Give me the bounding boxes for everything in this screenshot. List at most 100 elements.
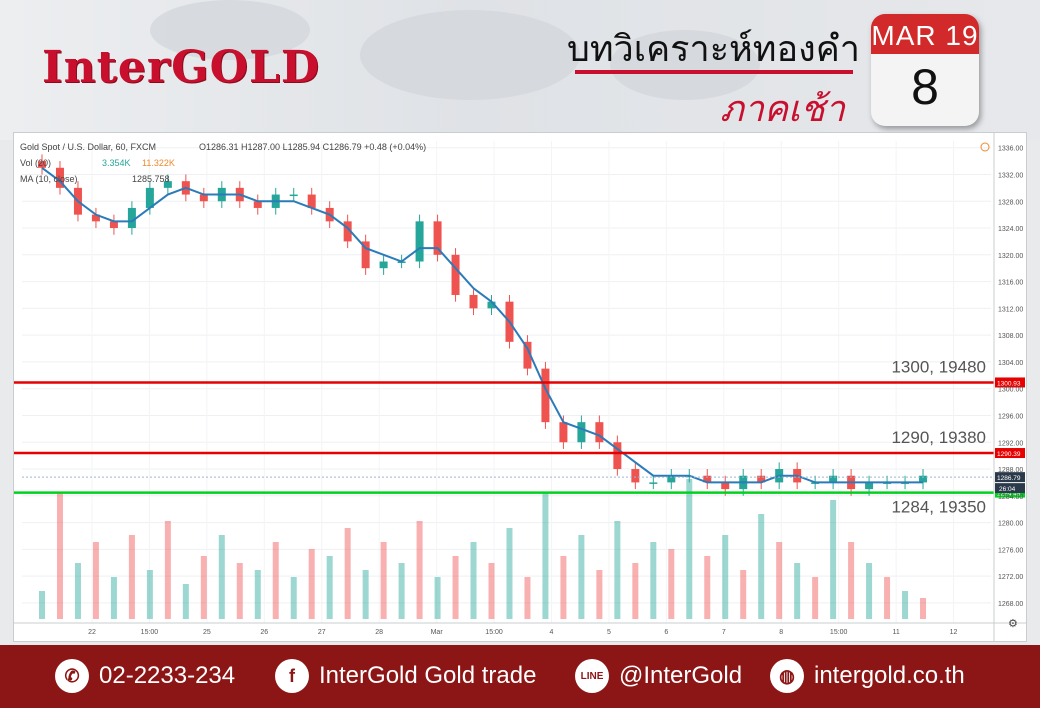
x-tick-label: 12 xyxy=(950,629,958,636)
volume-bar xyxy=(488,563,495,619)
volume-bar xyxy=(470,542,477,619)
x-tick-label: Mar xyxy=(431,629,444,636)
y-tick-label: 1328.00 xyxy=(998,199,1023,206)
volume-bar xyxy=(236,563,243,619)
candle-body xyxy=(379,261,388,269)
volume-bar xyxy=(776,542,783,619)
y-tick-label: 1316.00 xyxy=(998,280,1023,287)
volume-bar xyxy=(182,584,189,619)
candle-body xyxy=(523,341,532,369)
candle-body xyxy=(721,482,730,490)
volume-bar xyxy=(398,563,405,619)
x-tick-label: 6 xyxy=(664,629,668,636)
volume-bar xyxy=(380,542,387,619)
volume-bar xyxy=(722,535,729,619)
volume-bar xyxy=(434,577,441,619)
y-axis: 1336.00 1332.00 1328.00 1324.00 1320.00 1316.… xyxy=(993,133,1023,641)
candle-body xyxy=(613,442,622,470)
y-tick-label: 1296.00 xyxy=(998,413,1023,420)
candle-body xyxy=(757,475,766,483)
candle-body xyxy=(145,187,154,208)
legend-ma: MA (10, close) xyxy=(20,174,78,184)
volume-bar xyxy=(344,528,351,619)
title-underline xyxy=(575,70,853,74)
candle-body xyxy=(595,422,604,443)
y-tick-label: 1324.00 xyxy=(998,226,1023,233)
countdown-tag xyxy=(995,483,1025,494)
x-tick-label: 28 xyxy=(375,629,383,636)
calendar-month: MAR 19 xyxy=(871,14,979,54)
candle-body xyxy=(163,181,172,188)
candle-body xyxy=(361,241,370,269)
volume-bar xyxy=(200,556,207,619)
y-tick-label: 1284.00 xyxy=(998,494,1023,501)
legend-vol-value1: 3.354K xyxy=(102,158,131,168)
candle-body xyxy=(919,475,928,483)
x-tick-label: 4 xyxy=(550,629,554,636)
candle-body xyxy=(38,161,46,168)
candle-body xyxy=(559,422,568,443)
volume-bar xyxy=(56,493,63,619)
volume-bar xyxy=(164,521,171,619)
y-tick-label: 1276.00 xyxy=(998,547,1023,554)
legend-vol-value2: 11.322K xyxy=(142,158,175,168)
footer-phone[interactable]: ✆ 02-2233-234 xyxy=(55,659,235,693)
x-axis: 22 15:00 25 26 27 28 Mar 15:00 4 5 6 7 8 15:00 11 12 xyxy=(14,622,1026,636)
footer-web[interactable]: ◍ intergold.co.th xyxy=(770,659,965,693)
y-tick-label: 1336.00 xyxy=(998,146,1023,153)
level-price-tag-text: 1300.93 xyxy=(997,380,1021,387)
alert-clock-icon[interactable] xyxy=(980,142,990,152)
volume-bar xyxy=(686,479,693,619)
level-price-tag xyxy=(995,377,1025,388)
candle-body xyxy=(127,207,136,229)
volume-bar xyxy=(39,591,45,619)
ma-line xyxy=(41,166,924,484)
volume-bar xyxy=(920,598,927,619)
volume-bar xyxy=(128,535,135,619)
candle-body xyxy=(343,221,352,242)
volume-bar xyxy=(110,577,117,619)
candle-body xyxy=(703,475,712,483)
volume-bar xyxy=(650,542,657,619)
x-tick-label: 11 xyxy=(892,629,899,636)
level-label: 1290, 19380 xyxy=(891,428,986,447)
candle-body xyxy=(829,475,838,483)
x-tick-label: 25 xyxy=(203,629,211,636)
footer-line[interactable]: LINE @InterGold xyxy=(575,659,742,693)
y-tick-label: 1292.00 xyxy=(998,440,1023,447)
footer-facebook-text: InterGold Gold trade xyxy=(319,662,537,689)
candle-body xyxy=(487,301,496,309)
page-title: บทวิเคราะห์ทองคำ xyxy=(566,29,860,70)
volume-bar xyxy=(506,528,513,619)
x-tick-label: 15:00 xyxy=(485,629,503,636)
x-tick-label: 15:00 xyxy=(141,629,159,636)
footer-bar: ✆ 02-2233-234 f InterGold Gold trade LIN… xyxy=(0,645,1040,708)
brand-logo: InterGOLD xyxy=(42,42,321,93)
x-tick-label: 7 xyxy=(722,629,726,636)
y-tick-label: 1288.00 xyxy=(998,467,1023,474)
candle-body xyxy=(433,221,442,255)
calendar-badge: MAR 19 8 xyxy=(871,14,979,126)
page-subtitle: ภาคเช้า xyxy=(720,89,845,130)
candle-body xyxy=(289,194,298,197)
settings-gear-icon[interactable]: ⚙ xyxy=(1008,618,1018,630)
volume-bar xyxy=(362,570,369,619)
y-tick-label: 1304.00 xyxy=(998,360,1023,367)
footer-line-text: @InterGold xyxy=(619,662,743,689)
y-tick-label: 1300.00 xyxy=(998,387,1023,394)
y-tick-label: 1320.00 xyxy=(998,253,1023,260)
candle-body xyxy=(451,254,460,295)
candle-body xyxy=(199,194,208,202)
level-price-tag-text: 1290.39 xyxy=(997,451,1021,458)
x-tick-label: 8 xyxy=(779,629,783,636)
calendar-day: 8 xyxy=(911,59,939,115)
volume-bar xyxy=(272,542,279,619)
footer-facebook[interactable]: f InterGold Gold trade xyxy=(275,659,536,693)
volume-bar xyxy=(848,542,855,619)
level-price-tag xyxy=(995,448,1025,459)
x-tick-label: 22 xyxy=(88,629,96,636)
volume-bar xyxy=(146,570,153,619)
candle-body xyxy=(253,201,262,208)
price-chart[interactable]: 1300.93 1300, 19480 1290.39 1290, 19380 1284… xyxy=(13,132,1027,642)
